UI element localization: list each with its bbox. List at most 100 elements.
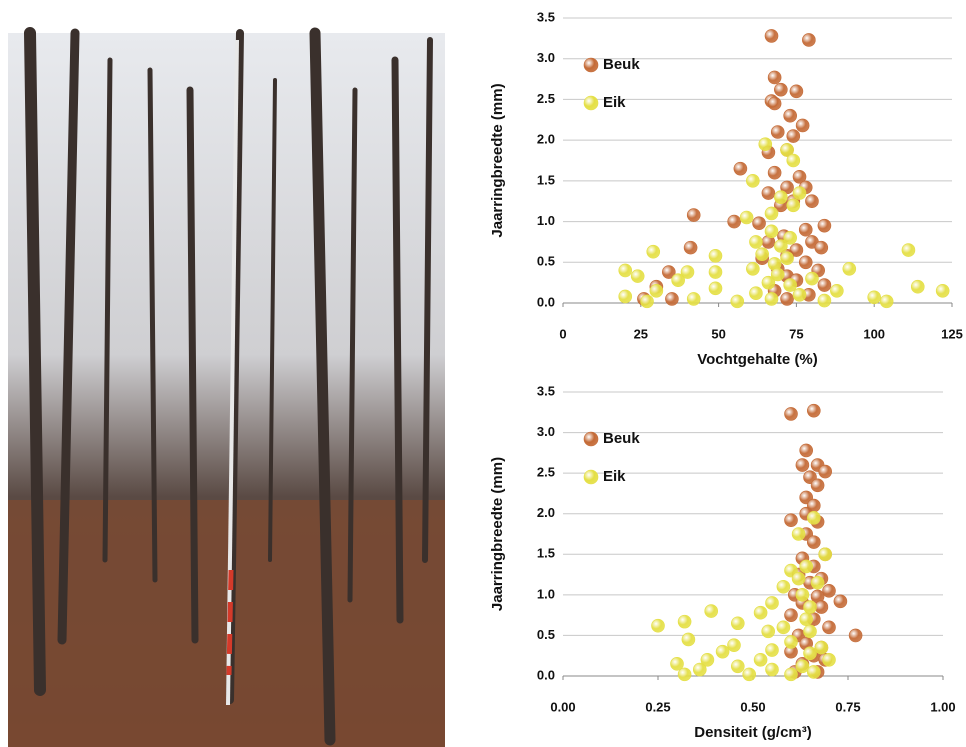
bubble [799,612,814,627]
x-axis-label: Densiteit (g/cm³) [694,724,812,741]
bubble [677,614,692,629]
x-tick-label: 0 [559,326,566,341]
legend-label: Beuk [603,430,640,447]
bubble [749,286,763,301]
bubble [802,33,816,47]
y-tick-label: 0.0 [537,294,555,309]
bubble [901,243,916,257]
bubble [806,535,821,549]
bubble [671,273,685,288]
bubble [746,261,760,276]
bubble [791,571,806,586]
bubble [814,600,829,614]
bubble [805,271,819,286]
bubble [818,464,833,479]
legend-marker [583,95,599,111]
bubble [783,108,797,123]
bubble [814,640,829,655]
y-tick-label: 2.5 [537,91,555,106]
bubble [833,594,848,609]
legend-label: Eik [603,94,626,111]
bubble [910,279,925,294]
x-tick-label: 75 [789,326,803,341]
y-tick-label: 0.5 [537,254,555,269]
legend-label: Beuk [603,56,640,73]
x-tick-label: 50 [711,326,725,341]
bubble [761,275,776,290]
bubble [727,214,741,229]
x-tick-label: 0.75 [835,699,860,714]
bubble [803,600,817,614]
legend-marker [583,469,599,485]
bubble [761,624,776,639]
y-tick-label: 1.5 [537,172,555,187]
y-tick-label: 0.0 [537,667,555,682]
bubble [848,628,863,643]
bubble [774,190,788,204]
bubble [791,527,806,541]
bubble [761,186,776,200]
bubble [798,255,813,270]
bubble [753,605,768,620]
y-tick-label: 2.0 [537,505,555,520]
bubble [810,575,825,590]
bubble [733,161,748,176]
legend-marker [583,57,599,73]
bubble [818,547,833,562]
bubble [764,292,779,306]
bubble [817,278,832,292]
y-tick-label: 3.5 [537,9,555,24]
bubble [753,652,768,667]
bubble [727,638,741,652]
bubble [774,239,788,253]
bubble [755,247,769,261]
bubble [822,652,836,667]
bubble [765,662,779,677]
y-tick-label: 1.0 [537,213,555,228]
bubble [784,608,798,622]
y-tick-label: 3.0 [537,50,555,65]
bubble [708,281,723,296]
bubble [670,657,684,671]
bubble [700,652,715,667]
bubble [651,618,665,633]
bubble [810,478,825,493]
bubble [784,635,798,649]
bubble [842,261,857,276]
x-tick-label: 100 [863,326,885,341]
x-axis-label: Vochtgehalte (%) [697,351,818,368]
bubble [780,143,794,157]
bubble [822,620,836,635]
bubble [795,659,810,674]
y-axis-label: Jaarringbreedte (mm) [489,83,506,237]
bubble [708,248,723,263]
bubble [784,513,798,528]
bubble [770,125,785,139]
bubble [730,616,745,631]
bubble [783,278,797,292]
y-tick-label: 3.0 [537,424,555,439]
bubble [681,632,696,647]
bubble [784,407,798,421]
x-tick-label: 0.25 [645,699,670,714]
y-tick-label: 0.5 [537,627,555,642]
bubble [770,267,785,282]
y-tick-label: 2.5 [537,465,555,480]
bubble [783,231,797,245]
bubble [814,240,829,255]
bubble [662,265,676,279]
bubble [798,222,813,237]
forest-photo [8,27,445,747]
bubble [795,118,810,133]
legend-marker [583,431,599,447]
bubble [806,403,821,418]
bubble [730,294,745,309]
bubble [784,667,798,682]
bubble [683,240,698,255]
bubble [799,559,814,574]
bubble [792,169,807,184]
bubble [806,510,821,525]
bubble [640,294,654,309]
y-tick-label: 1.5 [537,546,555,561]
bubble [746,174,760,188]
